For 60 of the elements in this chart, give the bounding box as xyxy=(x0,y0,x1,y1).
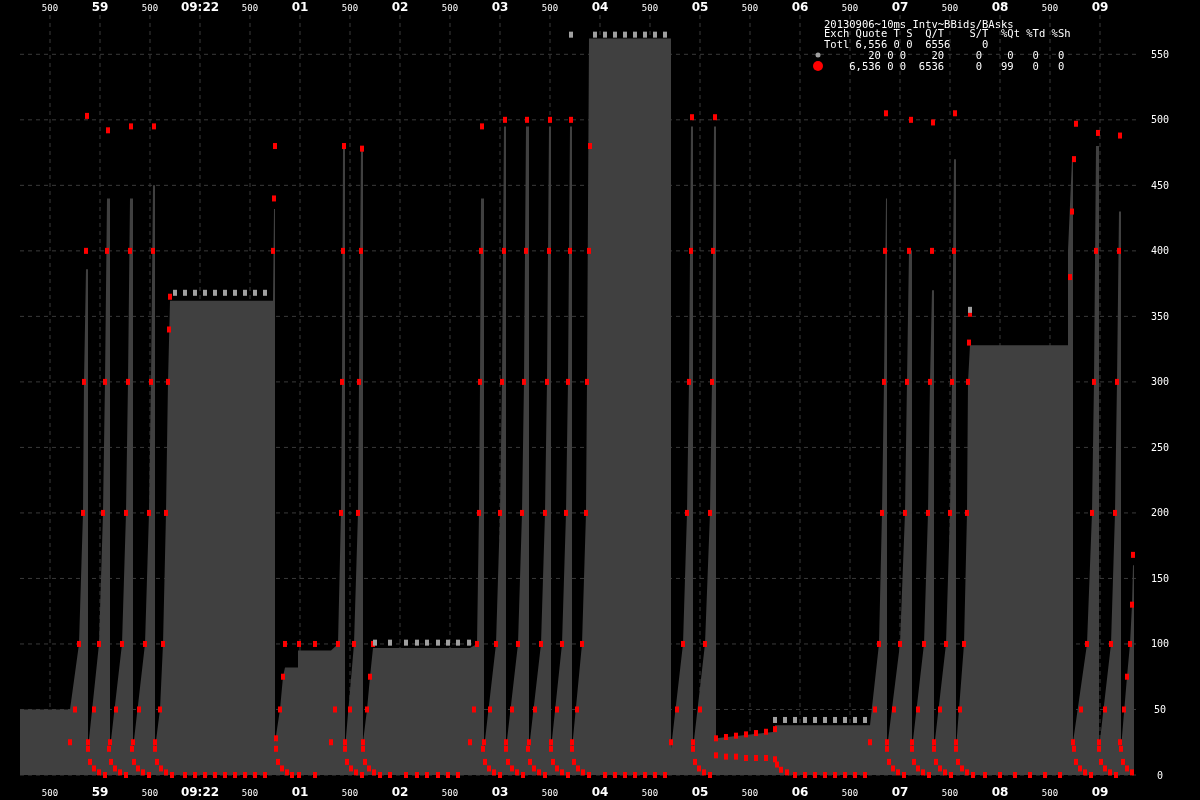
annotation: 20 0 0 20 0 0 0 0 xyxy=(824,49,1065,61)
x-tick-label: 02 xyxy=(391,0,409,14)
x-tick-label: 500 xyxy=(541,3,559,13)
x2-tick-label: 05 xyxy=(691,785,709,799)
x-tick-label: 03 xyxy=(491,0,509,14)
x-tick-label: 500 xyxy=(241,3,259,13)
x2-tick-label: 02 xyxy=(391,785,409,799)
y-tick-label: 50 xyxy=(1153,703,1167,715)
x2-tick-label: 59 xyxy=(91,785,109,799)
x-tick-label: 500 xyxy=(41,3,59,13)
x2-tick-label: 500 xyxy=(941,788,959,798)
x-tick-label: 500 xyxy=(741,3,759,13)
x2-tick-label: 500 xyxy=(441,788,459,798)
y-tick-label: 400 xyxy=(1150,245,1170,257)
x-tick-label: 500 xyxy=(341,3,359,13)
x-tick-label: 06 xyxy=(791,0,809,14)
x2-tick-label: 06 xyxy=(791,785,809,799)
y-tick-label: 250 xyxy=(1150,441,1170,453)
x2-tick-label: 09 xyxy=(1091,785,1109,799)
x2-tick-label: 500 xyxy=(841,788,859,798)
x2-tick-label: 500 xyxy=(741,788,759,798)
annotation: 6,536 0 0 6536 0 99 0 0 xyxy=(824,60,1065,72)
x2-tick-label: 500 xyxy=(341,788,359,798)
x2-tick-label: 04 xyxy=(591,785,609,799)
x-tick-label: 500 xyxy=(141,3,159,13)
x-tick-label: 500 xyxy=(841,3,859,13)
y-tick-label: 100 xyxy=(1150,638,1170,650)
chart-title: 20130906~10ms Intv~BBids/BAsks xyxy=(824,18,1014,30)
x-tick-label: 08 xyxy=(991,0,1009,14)
y-tick-label: 550 xyxy=(1150,48,1170,60)
x-tick-label: 09 xyxy=(1091,0,1109,14)
x2-tick-label: 01 xyxy=(291,785,309,799)
x-tick-label: 500 xyxy=(1041,3,1059,13)
y-tick-label: 450 xyxy=(1150,179,1170,191)
x2-tick-label: 500 xyxy=(41,788,59,798)
x-tick-label: 500 xyxy=(941,3,959,13)
x-tick-label: 500 xyxy=(641,3,659,13)
x-tick-label: 01 xyxy=(291,0,309,14)
x2-tick-label: 09:22 xyxy=(180,785,220,799)
x2-tick-label: 500 xyxy=(141,788,159,798)
x-tick-label: 500 xyxy=(441,3,459,13)
x2-tick-label: 08 xyxy=(991,785,1009,799)
x2-tick-label: 03 xyxy=(491,785,509,799)
y-tick-label: 300 xyxy=(1150,376,1170,388)
y-tick-label: 200 xyxy=(1150,507,1170,519)
x-tick-label: 04 xyxy=(591,0,609,14)
y-tick-label: 350 xyxy=(1150,310,1170,322)
x2-tick-label: 500 xyxy=(241,788,259,798)
x2-tick-label: 500 xyxy=(641,788,659,798)
y-tick-label: 0 xyxy=(1156,769,1164,781)
y-tick-label: 500 xyxy=(1150,114,1170,126)
annotation: Totl 6,556 0 0 6556 0 xyxy=(824,38,989,50)
x2-tick-label: 07 xyxy=(891,785,909,799)
y-tick-label: 150 xyxy=(1150,572,1170,584)
x-tick-label: 09:22 xyxy=(180,0,220,14)
x-tick-label: 07 xyxy=(891,0,909,14)
x-tick-label: 59 xyxy=(91,0,109,14)
x2-tick-label: 500 xyxy=(541,788,559,798)
x-tick-label: 05 xyxy=(691,0,709,14)
x2-tick-label: 500 xyxy=(1041,788,1059,798)
